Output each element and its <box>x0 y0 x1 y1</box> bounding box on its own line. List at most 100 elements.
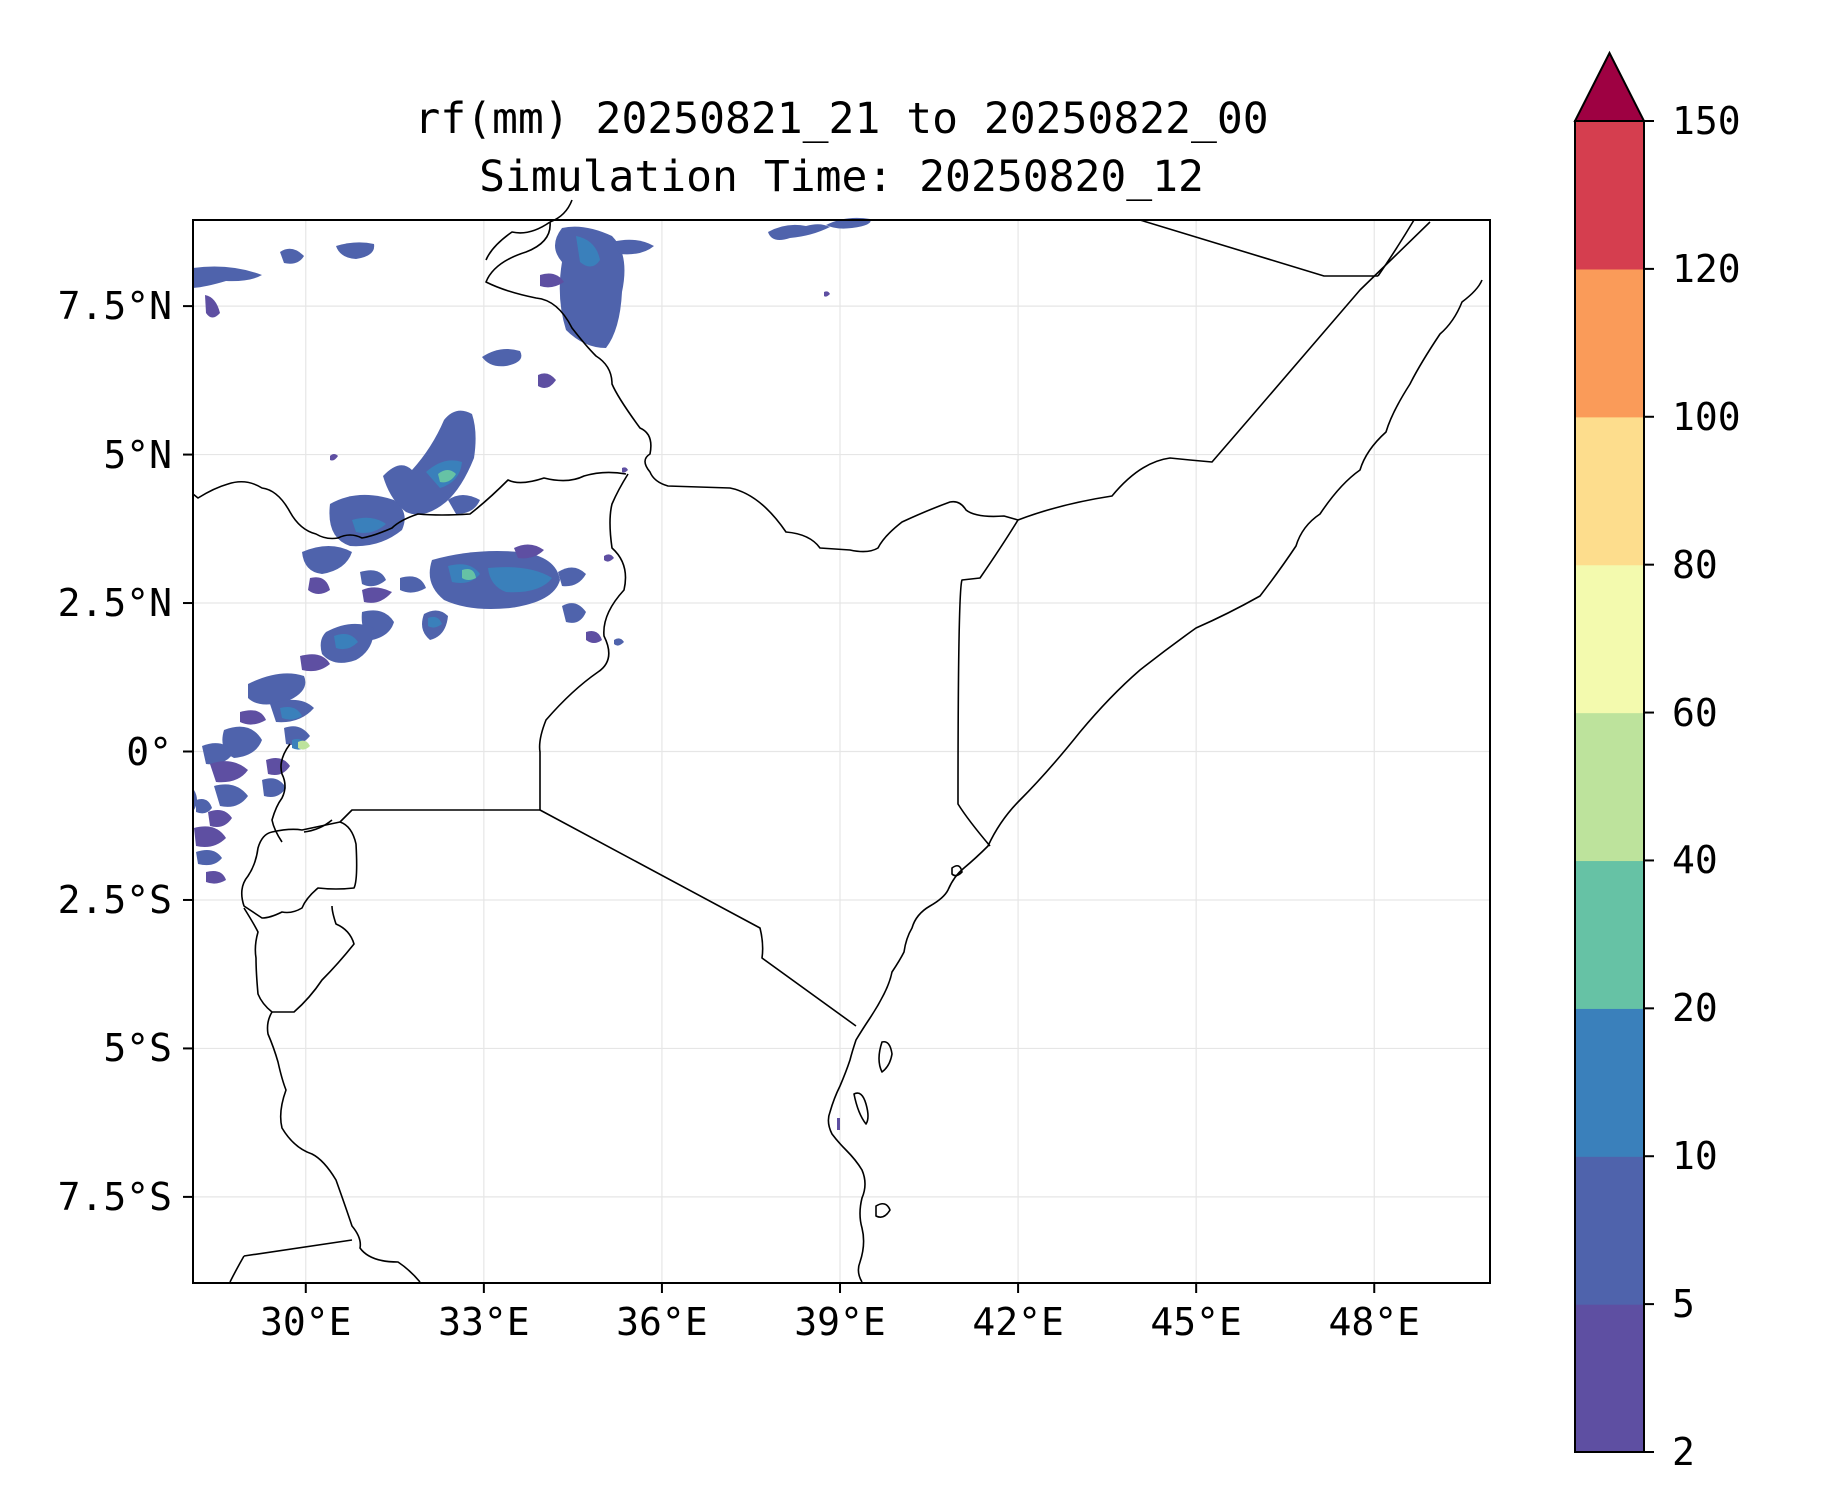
rain-patch <box>482 349 522 367</box>
lat-tick-label: 5°N <box>103 432 172 477</box>
lon-tick-label: 39°E <box>794 1300 886 1344</box>
lat-tick-label: 5°S <box>103 1026 172 1071</box>
colorbar-segment <box>1575 860 1644 1009</box>
rain-patch <box>334 634 358 650</box>
colorbar-segment <box>1575 564 1644 714</box>
rain-patch <box>362 587 392 603</box>
lat-tick-label: 7.5°N <box>57 284 172 329</box>
rain-patch <box>576 236 600 267</box>
rain-patch <box>248 673 306 705</box>
rain-patch <box>202 743 234 765</box>
rain-patch <box>837 1118 840 1130</box>
colorbar-segment <box>1575 1008 1644 1157</box>
axis-tick-marks <box>183 305 1376 1293</box>
rain-patch <box>400 576 426 593</box>
rain-patch <box>284 726 310 745</box>
rain-patch <box>612 239 654 255</box>
lon-tick-label: 33°E <box>438 1300 530 1344</box>
border-line <box>229 1255 245 1283</box>
lon-tick-label: 45°E <box>1150 1300 1242 1344</box>
plot-title: rf(mm) 20250821_21 to 20250822_00 <box>414 94 1269 144</box>
rain-patch <box>196 799 212 814</box>
lat-tick-label: 2.5°S <box>57 877 172 922</box>
lon-tick-label: 30°E <box>260 1300 352 1344</box>
rain-patch <box>336 242 375 259</box>
island-outline <box>878 1040 893 1073</box>
colorbar-segment <box>1575 712 1644 862</box>
border-line <box>243 1239 353 1257</box>
rain-patch <box>298 740 310 750</box>
rain-patch <box>514 544 544 559</box>
border-line <box>271 743 291 843</box>
colorbar-tick-label: 120 <box>1672 246 1741 291</box>
rain-patch <box>194 826 226 847</box>
rain-patch <box>488 567 552 593</box>
rain-patch <box>210 761 248 783</box>
coastlines-and-borders <box>192 199 1483 1283</box>
rain-patch <box>614 638 624 646</box>
rain-patch <box>308 577 330 594</box>
border-line <box>549 199 573 223</box>
colorbar-tick-label: 40 <box>1672 838 1718 883</box>
island-outline <box>951 864 963 877</box>
border-line <box>485 221 551 261</box>
lon-tick-label: 48°E <box>1328 1300 1420 1344</box>
border-line <box>240 821 358 919</box>
rain-patch <box>266 758 290 775</box>
rain-patch <box>280 248 304 264</box>
rain-patch <box>622 467 628 473</box>
rainfall-field <box>193 217 871 1130</box>
border-line <box>539 809 857 1027</box>
rain-patch <box>194 790 197 810</box>
colorbar-segment <box>1575 121 1644 270</box>
colorbar-tick-label: 150 <box>1672 99 1741 143</box>
border-line <box>485 221 1019 553</box>
colorbar-tick-label: 10 <box>1672 1134 1718 1179</box>
gridlines <box>193 220 1490 1283</box>
colorbar-outline <box>1574 120 1645 1453</box>
colorbar-tick-label: 60 <box>1672 690 1718 735</box>
rain-patch <box>206 871 226 884</box>
rain-patch <box>824 291 830 297</box>
border-line <box>192 471 627 540</box>
rain-patch <box>280 707 302 720</box>
rain-patch <box>540 273 564 288</box>
rain-patch <box>462 569 476 580</box>
rain-patch <box>205 295 220 318</box>
lat-tick-label: 2.5°N <box>57 581 172 626</box>
colorbar-tick-label: 100 <box>1672 394 1741 439</box>
rain-patch <box>383 410 476 515</box>
rain-patch <box>604 554 614 562</box>
rain-patch <box>438 470 456 483</box>
colorbar-tick-label: 80 <box>1672 542 1718 587</box>
colorbar-tick-label: 20 <box>1672 986 1718 1031</box>
border-line <box>243 905 355 1013</box>
border-line <box>303 819 333 833</box>
lat-tick-label: 0° <box>126 729 172 774</box>
lon-tick-label: 36°E <box>616 1300 708 1344</box>
rain-patch <box>302 546 352 574</box>
rain-patch <box>193 266 262 288</box>
rain-patch <box>196 850 222 866</box>
island-outline <box>853 1092 869 1125</box>
lon-tick-label: 42°E <box>972 1300 1064 1344</box>
colorbar-segment <box>1575 1156 1644 1305</box>
coastline <box>827 279 1483 1283</box>
rain-patch <box>558 567 586 587</box>
border-line <box>1017 221 1431 521</box>
rain-patch <box>330 454 338 461</box>
colorbar <box>1573 50 1654 1453</box>
border-line <box>266 1011 421 1283</box>
colorbar-segment <box>1575 268 1644 418</box>
rain-patch <box>360 570 386 587</box>
rain-patch <box>300 654 330 672</box>
rain-patch <box>448 495 480 514</box>
rain-patch <box>240 710 266 725</box>
lat-tick-label: 7.5°S <box>57 1174 172 1219</box>
rain-patch <box>538 373 556 388</box>
colorbar-segment <box>1575 1304 1644 1453</box>
colorbar-extend-arrow <box>1573 50 1646 122</box>
rain-patch <box>262 778 286 797</box>
border-line <box>957 519 1019 847</box>
